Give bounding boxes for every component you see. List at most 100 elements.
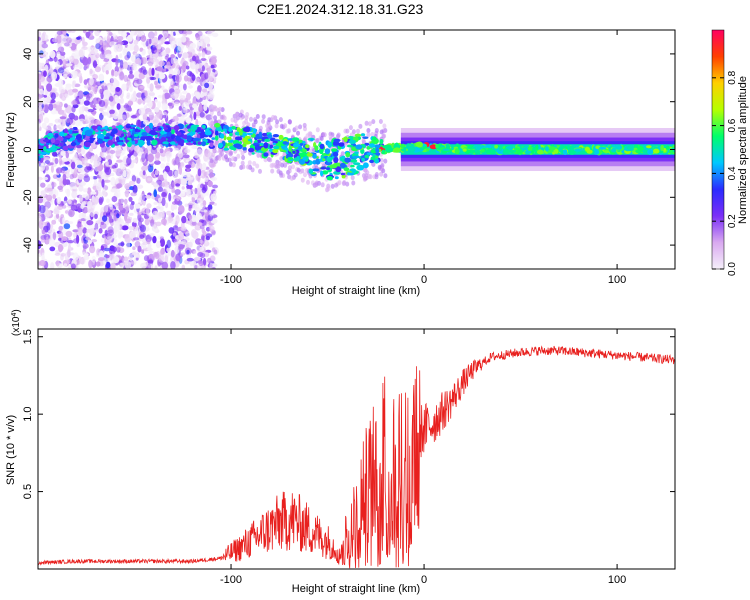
heatmap-cell	[660, 145, 665, 152]
heatmap-cell	[177, 44, 184, 52]
heatmap-cell	[212, 32, 219, 38]
heatmap-cell	[162, 114, 167, 119]
heatmap-cell	[176, 113, 182, 118]
heatmap-cell	[345, 128, 350, 134]
heatmap-cell	[191, 129, 196, 133]
heatmap-cell	[117, 36, 124, 41]
heatmap-cell	[203, 64, 210, 68]
heatmap-cell	[229, 150, 234, 156]
heatmap-cell	[101, 111, 109, 116]
heatmap-cell	[94, 30, 100, 37]
spectrogram-x-axis-label: Height of straight line (km)	[292, 285, 420, 297]
heatmap-cell	[164, 165, 171, 173]
heatmap-cell	[80, 147, 86, 155]
heatmap-cell	[593, 149, 600, 155]
heatmap-cell	[110, 172, 115, 177]
heatmap-cell	[93, 86, 98, 95]
heatmap-cell	[435, 144, 439, 149]
heatmap-cell	[95, 81, 102, 86]
heatmap-cell	[62, 173, 67, 181]
heatmap-cell	[322, 158, 326, 162]
heatmap-cell	[109, 113, 115, 118]
heatmap-cell	[122, 48, 128, 56]
heatmap-cell	[200, 184, 204, 189]
heatmap-cell	[184, 203, 189, 207]
heatmap-cell	[226, 136, 232, 141]
heatmap-cell	[160, 130, 164, 136]
heatmap-cell	[179, 95, 186, 101]
heatmap-cell	[126, 141, 132, 148]
heatmap-cell	[164, 255, 169, 264]
heatmap-cell	[62, 118, 66, 127]
heatmap-cell	[55, 167, 63, 174]
heatmap-cell	[177, 244, 184, 251]
heatmap-cell	[124, 102, 129, 111]
heatmap-cell	[379, 157, 384, 163]
heatmap-cell	[57, 185, 63, 190]
heatmap-cell	[272, 145, 280, 150]
heatmap-cell	[66, 117, 74, 125]
heatmap-cell	[156, 212, 163, 220]
heatmap-cell	[137, 245, 142, 253]
heatmap-cell	[92, 204, 96, 209]
heatmap-cell	[185, 164, 192, 169]
heatmap-cell	[135, 257, 139, 261]
heatmap-cell	[415, 141, 423, 148]
heatmap-cell	[527, 146, 533, 152]
heatmap-cell	[227, 142, 233, 147]
heatmap-cell	[210, 120, 215, 126]
heatmap-cell	[383, 158, 388, 164]
heatmap-cell	[94, 213, 98, 219]
heatmap-cell	[88, 147, 94, 152]
heatmap-cell	[150, 147, 158, 155]
colorbar-tick-label: 0.6	[727, 118, 738, 132]
heatmap-cell	[349, 159, 358, 163]
heatmap-cell	[366, 152, 374, 155]
heatmap-cell	[119, 231, 124, 238]
heatmap-cell	[154, 169, 159, 176]
heatmap-cell	[72, 80, 77, 86]
heatmap-cell	[208, 94, 215, 98]
heatmap-cell	[39, 155, 44, 158]
heatmap-cell	[275, 119, 280, 125]
heatmap-cell	[117, 177, 122, 183]
heatmap-cell	[201, 186, 207, 194]
heatmap-cell	[370, 132, 375, 137]
heatmap-cell	[545, 146, 549, 152]
heatmap-cell	[145, 40, 149, 47]
heatmap-cell	[326, 176, 333, 181]
heatmap-cell	[343, 167, 350, 172]
heatmap-cell	[199, 209, 207, 213]
colorbar-label: Normalized spectral amplitude	[737, 76, 749, 224]
heatmap-cell	[152, 235, 157, 244]
heatmap-cell	[166, 239, 171, 249]
heatmap-cell	[178, 205, 185, 214]
heatmap-cell	[320, 170, 324, 177]
colorbar-tick-label: 0.0	[727, 262, 738, 276]
heatmap-cell	[129, 253, 133, 262]
heatmap-cell	[72, 229, 79, 233]
heatmap-cell	[170, 203, 175, 212]
heatmap-cell	[137, 84, 144, 91]
heatmap-cell	[111, 69, 115, 77]
heatmap-cell	[146, 139, 151, 146]
heatmap-cell	[182, 60, 189, 67]
heatmap-cell	[212, 106, 217, 112]
heatmap-cell	[38, 105, 42, 112]
heatmap-cell	[196, 157, 200, 167]
heatmap-cell	[170, 261, 176, 269]
heatmap-cell	[89, 68, 93, 75]
heatmap-cell	[231, 162, 236, 168]
heatmap-cell	[40, 182, 46, 188]
heatmap-cell	[161, 36, 166, 44]
heatmap-cell	[50, 92, 56, 100]
heatmap-cell	[255, 163, 260, 169]
heatmap-cell	[70, 204, 78, 211]
heatmap-cell	[128, 107, 132, 112]
heatmap-cell	[223, 154, 228, 160]
heatmap-cell	[307, 131, 312, 137]
heatmap-cell	[90, 191, 97, 195]
heatmap-cell	[154, 49, 160, 54]
heatmap-cell	[68, 221, 74, 225]
